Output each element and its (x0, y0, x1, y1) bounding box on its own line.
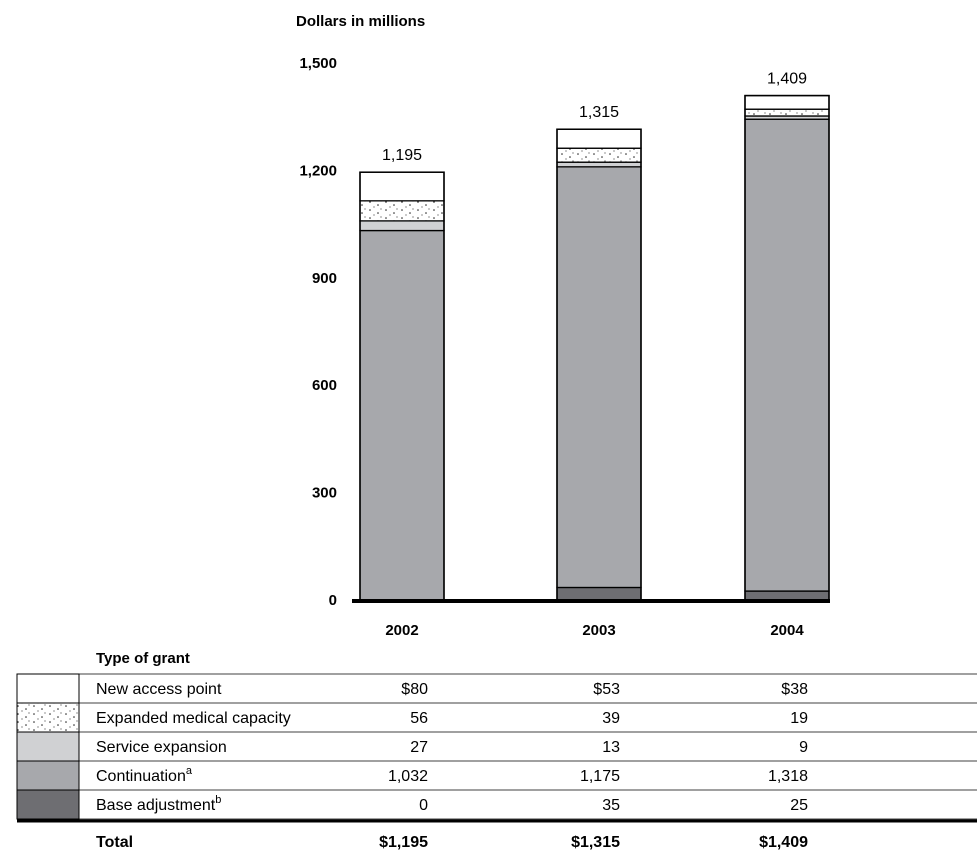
table-cell-value: $38 (781, 681, 808, 698)
bar-stack-2004 (744, 94, 830, 601)
bar-stack-2002 (359, 171, 445, 601)
legend-swatch (16, 702, 80, 733)
legend-entry: Continuationa (96, 765, 193, 785)
bar-segment (359, 200, 445, 222)
table-cell-value: 27 (410, 739, 428, 756)
table-cell-value: 35 (602, 797, 620, 814)
y-axis-ticks: 0 300 600 900 1,200 1,500 (299, 55, 337, 609)
legend-swatch (16, 760, 80, 791)
table-row: Continuationa 1,032 1,175 1,318 (16, 760, 977, 791)
unit-label: Dollars in millions (296, 13, 425, 30)
bars (359, 94, 830, 601)
legend-swatch (16, 789, 80, 820)
table-cell-value: $80 (401, 681, 428, 698)
legend-entry: Service expansion (96, 739, 227, 756)
total-row-value: $1,315 (571, 834, 620, 851)
table-cell-value: 56 (410, 710, 428, 727)
bar-total-label: 1,409 (767, 71, 807, 88)
y-tick-label: 1,200 (299, 162, 337, 179)
bar-segment (359, 229, 445, 601)
bar-segment (556, 166, 642, 589)
table-cell-value: 19 (790, 710, 808, 727)
total-row-value: $1,195 (379, 834, 428, 851)
table-row: Expanded medical capacity 56 39 19 (16, 702, 977, 733)
total-labels: 1,195 1,315 1,409 (382, 71, 807, 165)
bar-segment (556, 161, 642, 168)
table-header: Type of grant (96, 650, 190, 667)
legend-entry: Expanded medical capacity (96, 710, 291, 727)
x-category-label: 2002 (385, 622, 418, 639)
bar-stack-2003 (556, 128, 642, 601)
table-cell-value: 13 (602, 739, 620, 756)
table-row: Service expansion 27 13 9 (16, 731, 977, 762)
bar-segment (359, 220, 445, 232)
y-tick-label: 300 (312, 485, 337, 502)
legend-swatch (16, 731, 80, 762)
bar-segment (556, 147, 642, 163)
bar-total-label: 1,195 (382, 147, 422, 164)
table-cell-value: $53 (593, 681, 620, 698)
y-tick-label: 600 (312, 377, 337, 394)
x-category-label: 2004 (770, 622, 804, 639)
bar-segment (744, 108, 830, 117)
bar-segment (744, 94, 830, 110)
table-row: Base adjustmentb 0 35 25 (16, 789, 977, 820)
x-category-label: 2003 (582, 622, 615, 639)
total-row-label: Total (96, 834, 133, 851)
y-tick-label: 1,500 (299, 55, 337, 72)
table-cell-value: 39 (602, 710, 620, 727)
bar-segment (744, 590, 830, 601)
table-cell-value: 25 (790, 797, 808, 814)
legend-entry: New access point (96, 681, 222, 698)
y-tick-label: 0 (329, 592, 337, 609)
x-axis-categories: 2002 2003 2004 (385, 622, 804, 639)
bar-segment (744, 118, 830, 592)
bar-segment (556, 586, 642, 601)
table-cell-value: 1,032 (388, 768, 428, 785)
y-tick-label: 900 (312, 270, 337, 287)
bar-segment (556, 128, 642, 149)
legend-table: Type of grant New access point $80 $53 $38 E… (16, 650, 977, 851)
total-row-value: $1,409 (759, 834, 808, 851)
table-cell-value: 1,318 (768, 768, 808, 785)
bar-total-label: 1,315 (579, 104, 619, 121)
table-cell-value: 1,175 (580, 768, 620, 785)
legend-swatch (16, 673, 80, 704)
legend-entry: Base adjustmentb (96, 794, 221, 814)
table-cell-value: 9 (799, 739, 808, 756)
table-cell-value: 0 (419, 797, 428, 814)
table-row: New access point $80 $53 $38 (16, 673, 977, 704)
bar-segment (359, 171, 445, 202)
